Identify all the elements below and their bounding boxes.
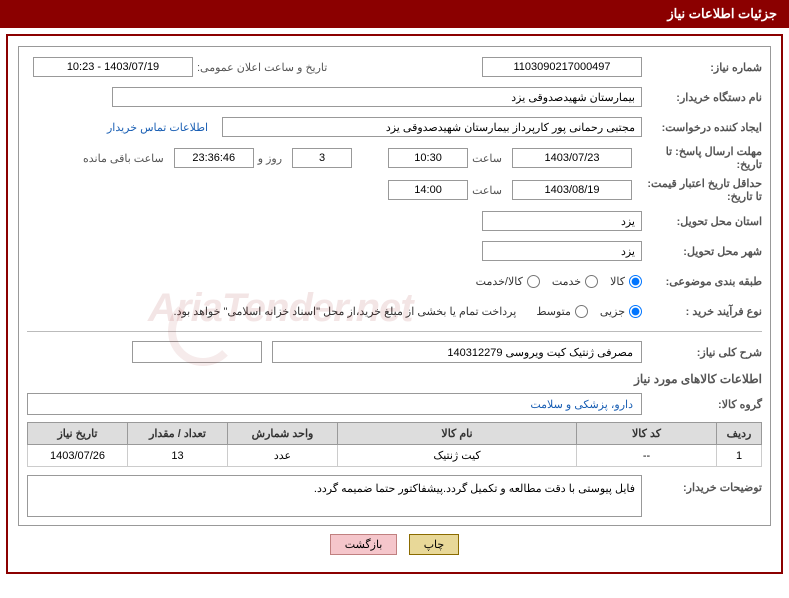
- desc-field-2: [132, 341, 262, 363]
- row-deadline: مهلت ارسال پاسخ: تا تاریخ: 1403/07/23 سا…: [27, 145, 762, 171]
- city-field: یزد: [482, 241, 642, 261]
- goods-section-title: اطلاعات کالاهای مورد نیاز: [27, 372, 762, 386]
- row-need-no: شماره نیاز: 1103090217000497 تاریخ و ساع…: [27, 55, 762, 79]
- row-desc: شرح کلی نیاز: مصرفی ژنتیک کیت ویروسی 140…: [27, 340, 762, 364]
- cell-date: 1403/07/26: [28, 445, 128, 467]
- days-remain-field: 3: [292, 148, 352, 168]
- row-city: شهر محل تحویل: یزد: [27, 239, 762, 263]
- announce-field: 1403/07/19 - 10:23: [33, 57, 193, 77]
- row-validity: حداقل تاریخ اعتبار قیمت: تا تاریخ: 1403/…: [27, 177, 762, 203]
- days-label: روز و: [258, 152, 282, 165]
- table-header-row: ردیف کد کالا نام کالا واحد شمارش تعداد /…: [28, 423, 762, 445]
- category-radio-group: کالا خدمت کالا/خدمت: [476, 275, 642, 288]
- cell-unit: عدد: [228, 445, 338, 467]
- province-field: یزد: [482, 211, 642, 231]
- countdown-field: 23:36:46: [174, 148, 254, 168]
- contact-link[interactable]: اطلاعات تماس خریدار: [107, 121, 208, 134]
- radio-kala-input[interactable]: [629, 275, 642, 288]
- radio-both-input[interactable]: [527, 275, 540, 288]
- cell-idx: 1: [717, 445, 762, 467]
- buyer-note-label: توضیحات خریدار:: [642, 475, 762, 517]
- validity-time-field: 14:00: [388, 180, 468, 200]
- buyer-org-label: نام دستگاه خریدار:: [642, 91, 762, 104]
- deadline-label: مهلت ارسال پاسخ: تا تاریخ:: [632, 145, 762, 171]
- row-buyer-org: نام دستگاه خریدار: بیمارستان شهیدصدوقی ی…: [27, 85, 762, 109]
- group-field: دارو، پزشکی و سلامت: [27, 393, 642, 415]
- need-no-field: 1103090217000497: [482, 57, 642, 77]
- process-radio-group: جزیی متوسط: [536, 305, 642, 318]
- radio-kala[interactable]: کالا: [610, 275, 642, 288]
- main-panel: AriaTender.net شماره نیاز: 1103090217000…: [6, 34, 783, 574]
- need-no-label: شماره نیاز:: [642, 61, 762, 74]
- deadline-date-field: 1403/07/23: [512, 148, 632, 168]
- cell-qty: 13: [128, 445, 228, 467]
- province-label: استان محل تحویل:: [642, 215, 762, 228]
- row-process: نوع فرآیند خرید : جزیی متوسط پرداخت تمام…: [27, 299, 762, 323]
- announce-label: تاریخ و ساعت اعلان عمومی:: [197, 61, 327, 74]
- radio-motavaset-input[interactable]: [575, 305, 588, 318]
- radio-khadamat[interactable]: خدمت: [552, 275, 598, 288]
- city-label: شهر محل تحویل:: [642, 245, 762, 258]
- creator-field: مجتبی رحمانی پور کارپرداز بیمارستان شهید…: [222, 117, 642, 137]
- radio-motavaset[interactable]: متوسط: [536, 305, 588, 318]
- buyer-note-box: فایل پیوستی با دقت مطالعه و تکمیل گردد.پ…: [27, 475, 642, 517]
- cell-code: --: [577, 445, 717, 467]
- back-button[interactable]: بازگشت: [330, 534, 398, 555]
- radio-khadamat-input[interactable]: [585, 275, 598, 288]
- th-unit: واحد شمارش: [228, 423, 338, 445]
- row-creator: ایجاد کننده درخواست: مجتبی رحمانی پور کا…: [27, 115, 762, 139]
- th-name: نام کالا: [338, 423, 577, 445]
- validity-label: حداقل تاریخ اعتبار قیمت: تا تاریخ:: [632, 177, 762, 203]
- remain-label: ساعت باقی مانده: [83, 152, 164, 165]
- deadline-time-field: 10:30: [388, 148, 468, 168]
- th-row: ردیف: [717, 423, 762, 445]
- radio-jozei[interactable]: جزیی: [600, 305, 642, 318]
- info-box: شماره نیاز: 1103090217000497 تاریخ و ساع…: [18, 46, 771, 526]
- radio-both[interactable]: کالا/خدمت: [476, 275, 540, 288]
- validity-date-field: 1403/08/19: [512, 180, 632, 200]
- cell-name: کیت ژنتیک: [338, 445, 577, 467]
- row-province: استان محل تحویل: یزد: [27, 209, 762, 233]
- row-group: گروه کالا: دارو، پزشکی و سلامت: [27, 392, 762, 416]
- items-table: ردیف کد کالا نام کالا واحد شمارش تعداد /…: [27, 422, 762, 467]
- buyer-org-field: بیمارستان شهیدصدوقی یزد: [112, 87, 642, 107]
- print-button[interactable]: چاپ: [409, 534, 460, 555]
- time-label-1: ساعت: [472, 152, 502, 165]
- desc-label: شرح کلی نیاز:: [642, 346, 762, 359]
- table-row: 1 -- کیت ژنتیک عدد 13 1403/07/26: [28, 445, 762, 467]
- radio-jozei-input[interactable]: [629, 305, 642, 318]
- time-label-2: ساعت: [472, 184, 502, 197]
- th-code: کد کالا: [577, 423, 717, 445]
- button-row: چاپ بازگشت: [18, 534, 771, 555]
- creator-label: ایجاد کننده درخواست:: [642, 121, 762, 134]
- process-label: نوع فرآیند خرید :: [642, 305, 762, 318]
- separator-1: [27, 331, 762, 332]
- buyer-note-row: توضیحات خریدار: فایل پیوستی با دقت مطالع…: [27, 475, 762, 517]
- th-qty: تعداد / مقدار: [128, 423, 228, 445]
- page-header: جزئیات اطلاعات نیاز: [0, 0, 789, 28]
- header-title: جزئیات اطلاعات نیاز: [667, 6, 777, 21]
- th-date: تاریخ نیاز: [28, 423, 128, 445]
- desc-field: مصرفی ژنتیک کیت ویروسی 140312279: [272, 341, 642, 363]
- payment-note: پرداخت تمام یا بخشی از مبلغ خرید،از محل …: [174, 305, 517, 318]
- group-label: گروه کالا:: [642, 398, 762, 411]
- row-category: طبقه بندی موضوعی: کالا خدمت کالا/خدمت: [27, 269, 762, 293]
- category-label: طبقه بندی موضوعی:: [642, 275, 762, 288]
